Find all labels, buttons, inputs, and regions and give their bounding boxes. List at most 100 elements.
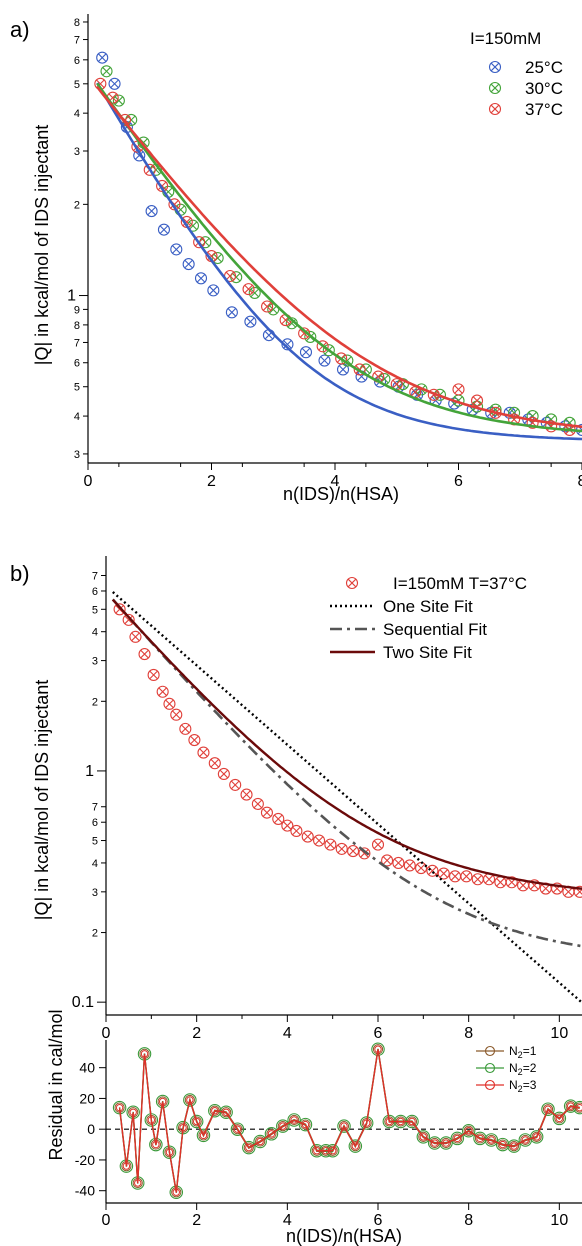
panel-a-y-minor-tick-label: 4 xyxy=(74,108,80,120)
residual-marker-outer xyxy=(359,1116,374,1130)
marker-circle xyxy=(437,867,450,880)
panel-a-x-tick-label: 2 xyxy=(207,473,216,490)
panel-a-y-minor-tick-label: 4 xyxy=(74,411,80,423)
panel-b-point xyxy=(138,648,151,661)
marker-cross xyxy=(283,821,292,830)
residual-legend-marker-1 xyxy=(484,1062,496,1074)
marker-circle xyxy=(156,179,169,193)
residual-marker-mid xyxy=(255,1136,266,1147)
residual-x-tick-label: 6 xyxy=(374,1212,383,1229)
panel-a-x-tick-label: 4 xyxy=(331,473,340,490)
residual-marker-outer xyxy=(416,1130,431,1144)
panel-a-point-0 xyxy=(182,258,195,271)
residual-marker-inner xyxy=(532,1133,541,1141)
panel-a-y-axis-label: |Q| in kcal/mol of IDS injectant xyxy=(32,125,52,365)
marker-circle xyxy=(452,383,465,396)
residual-marker-mid xyxy=(198,1130,209,1141)
marker-cross xyxy=(373,840,383,849)
panel-a-fit-line-2 xyxy=(96,86,582,429)
panel-a-point-2 xyxy=(242,283,255,296)
marker-cross xyxy=(347,578,357,588)
panel-a-legend-label-0: 25°C xyxy=(525,58,563,77)
residual-marker-outer xyxy=(208,1103,222,1118)
panel-b-point xyxy=(197,746,210,759)
marker-cross xyxy=(473,875,482,884)
panel-b-y-minor-tick-label: 6 xyxy=(92,817,98,829)
panel-a-y-minor-tick-label: 8 xyxy=(74,320,80,332)
panel-b-x-tick-label: 6 xyxy=(374,1025,383,1042)
marker-circle xyxy=(113,603,126,616)
marker-cross xyxy=(149,670,158,680)
marker-cross xyxy=(320,356,329,365)
marker-cross xyxy=(225,271,235,281)
marker-cross xyxy=(253,799,262,808)
panel-b-point xyxy=(208,757,221,770)
residual-marker-outer xyxy=(552,1111,567,1126)
panel-a-point-0 xyxy=(194,272,208,285)
residual-marker-inner xyxy=(186,1096,194,1104)
panel-b-point xyxy=(471,873,484,886)
marker-cross xyxy=(172,710,181,719)
marker-cross xyxy=(490,83,500,93)
marker-cross xyxy=(219,769,228,779)
panel-a-point-2 xyxy=(298,327,311,340)
marker-circle xyxy=(143,163,156,176)
residual-marker-outer xyxy=(507,1139,521,1153)
marker-cross xyxy=(450,872,460,881)
panel-b-x-tick-label: 4 xyxy=(283,1025,292,1042)
panel-b-legend-label-2: Sequential Fit xyxy=(383,620,487,639)
marker-circle xyxy=(100,65,113,78)
panel-a-point-2 xyxy=(452,383,465,396)
marker-cross xyxy=(338,365,348,374)
residual-marker-inner xyxy=(430,1139,439,1147)
residual-marker-mid xyxy=(418,1131,429,1142)
marker-circle xyxy=(488,102,502,116)
marker-cross xyxy=(124,615,133,624)
marker-circle xyxy=(281,338,294,351)
marker-circle xyxy=(371,838,385,851)
panel-b-y-minor-tick-label: 5 xyxy=(92,604,98,616)
residual-marker-outer xyxy=(495,1137,510,1152)
residual-marker-inner xyxy=(566,1102,575,1110)
panel-b-legend-marker xyxy=(345,576,359,590)
panel-b-point xyxy=(313,834,326,847)
panel-a-plot-area xyxy=(94,51,582,441)
panel-a-point-1 xyxy=(100,65,113,78)
residual-marker-inner xyxy=(351,1142,360,1150)
residual-marker-inner xyxy=(129,1108,137,1116)
marker-circle xyxy=(489,403,502,416)
panel-a-point-1 xyxy=(248,286,261,299)
residual-marker-outer xyxy=(371,1042,385,1056)
marker-cross xyxy=(110,79,119,88)
marker-circle xyxy=(345,576,359,590)
panel-b-x-tick-label: 8 xyxy=(464,1025,473,1042)
residual-marker-inner xyxy=(290,1116,298,1124)
marker-circle xyxy=(551,882,564,895)
panel-a-point-0 xyxy=(244,315,257,328)
panel-a-y-minor-tick-label: 5 xyxy=(74,382,80,394)
marker-circle xyxy=(217,767,230,781)
marker-circle xyxy=(298,327,311,340)
residual-marker-inner xyxy=(122,1162,131,1170)
residual-marker-inner xyxy=(521,1136,530,1144)
panel-b-y-minor-tick-label: 3 xyxy=(92,887,98,899)
marker-circle xyxy=(207,284,220,297)
residual-marker-inner xyxy=(179,1123,187,1132)
marker-cross xyxy=(98,53,107,62)
residual-marker-inner xyxy=(340,1122,348,1130)
residual-marker-inner xyxy=(313,1147,321,1155)
residual-marker-mid xyxy=(243,1142,254,1153)
marker-cross xyxy=(496,878,505,887)
marker-cross xyxy=(190,735,199,745)
panel-b-point xyxy=(179,722,192,735)
marker-circle xyxy=(240,788,253,801)
panel-b-y-minor-tick-label: 2 xyxy=(92,928,98,940)
marker-cross xyxy=(274,814,283,824)
panel-b-point xyxy=(113,603,126,616)
residual-marker-outer xyxy=(450,1131,465,1146)
residual-marker-mid xyxy=(372,1044,384,1055)
residual-marker-inner xyxy=(544,1105,552,1113)
residual-marker-inner xyxy=(172,1188,180,1196)
marker-circle xyxy=(381,854,394,867)
